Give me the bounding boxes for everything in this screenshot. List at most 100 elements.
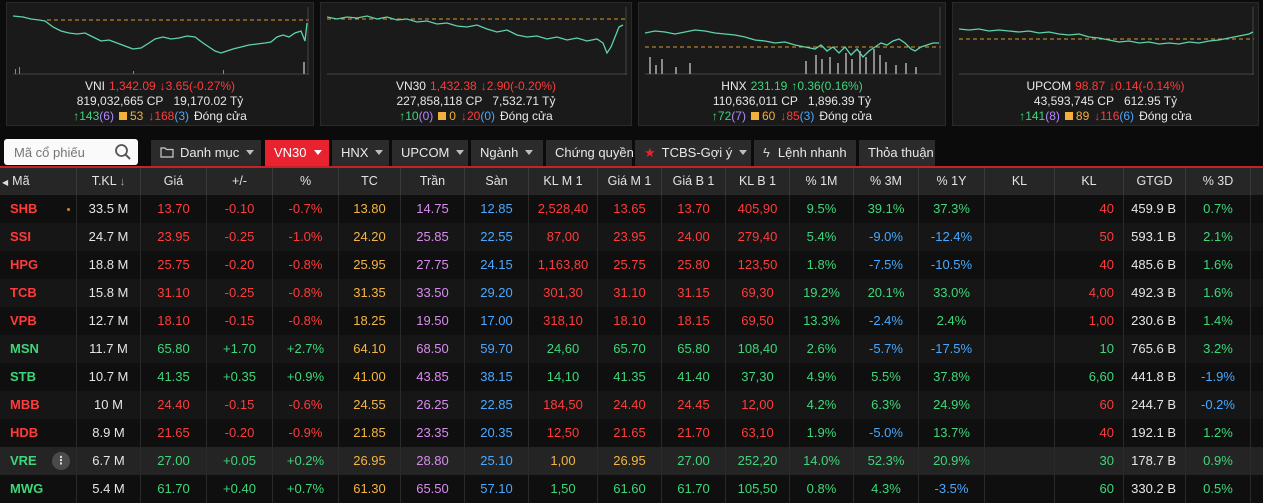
table-row[interactable]: SHB 33.5 M 13.70 -0.10 -0.7% 13.80 14.75 12.85 2…: [0, 195, 1263, 223]
index-card-vn30[interactable]: VN30 1,432.38 ↓ 2.90(-0.20%) 227,858,118 CP…: [320, 2, 632, 126]
table-row[interactable]: MBB 10 M 24.40 -0.15 -0.6% 24.55 26.25 22.85 184…: [0, 391, 1263, 419]
cell-giab1[interactable]: 25.80: [662, 251, 726, 279]
tab-nganh[interactable]: Ngành: [471, 140, 543, 166]
tab-hnx[interactable]: HNX: [332, 140, 389, 166]
column-header-kl1[interactable]: KL: [985, 168, 1055, 195]
cell-giam1[interactable]: 41.35: [598, 363, 662, 391]
cell-giam1[interactable]: 24.40: [598, 391, 662, 419]
column-header-floor[interactable]: Sàn: [465, 168, 529, 195]
column-header-chg[interactable]: +/-: [207, 168, 273, 195]
index-card-vni[interactable]: VNI 1,342.09 ↓ 3.65(-0.27%) 819,032,665 CP 1…: [6, 2, 314, 126]
cell-price[interactable]: 23.95: [141, 223, 207, 251]
cell-giam1[interactable]: 13.65: [598, 195, 662, 223]
ticker-symbol[interactable]: STB: [10, 369, 36, 384]
cell-giab1[interactable]: 27.00: [662, 447, 726, 475]
tab-upcom[interactable]: UPCOM: [392, 140, 468, 166]
table-row[interactable]: VRE ⋮ 6.7 M 27.00 +0.05 +0.2% 26.95 28.80 25.10 1…: [0, 447, 1263, 475]
search-box[interactable]: [4, 139, 138, 165]
tab-thoa-thuan[interactable]: Thỏa thuận: [859, 140, 935, 166]
cell-giam1[interactable]: 25.75: [598, 251, 662, 279]
ticker-symbol[interactable]: HDB: [10, 425, 39, 440]
ticker-symbol[interactable]: SHB: [10, 201, 38, 216]
cell-price[interactable]: 65.80: [141, 335, 207, 363]
cell-sym[interactable]: TCB: [0, 279, 77, 307]
column-header-ceil[interactable]: Trần: [401, 168, 465, 195]
column-header-gtgd[interactable]: GTGD: [1124, 168, 1186, 195]
table-row[interactable]: SSI 24.7 M 23.95 -0.25 -1.0% 24.20 25.85 22.55 8…: [0, 223, 1263, 251]
cell-giam1[interactable]: 18.10: [598, 307, 662, 335]
table-row[interactable]: MWG 5.4 M 61.70 +0.40 +0.7% 61.30 65.50 57.10 1,…: [0, 475, 1263, 503]
cell-giab1[interactable]: 24.00: [662, 223, 726, 251]
cell-price[interactable]: 61.70: [141, 475, 207, 503]
cell-giam1[interactable]: 23.95: [598, 223, 662, 251]
cell-sym[interactable]: MWG: [0, 475, 77, 503]
cell-giab1[interactable]: 41.40: [662, 363, 726, 391]
cell-giam1[interactable]: 26.95: [598, 447, 662, 475]
index-card-upcom[interactable]: UPCOM 98.87 ↓ 0.14(-0.14%) 43,593,745 CP 612…: [952, 2, 1259, 126]
ticker-symbol[interactable]: TCB: [10, 285, 37, 300]
ticker-symbol[interactable]: VRE: [10, 453, 37, 468]
column-header-sym[interactable]: ◀ Mã: [0, 168, 77, 195]
index-card-hnx[interactable]: HNX 231.19 ↑ 0.36(0.16%) 110,636,011 CP 1,89…: [638, 2, 946, 126]
column-header-p1m[interactable]: % 1M: [790, 168, 854, 195]
table-row[interactable]: MSN 11.7 M 65.80 +1.70 +2.7% 64.10 68.50 59.70 2…: [0, 335, 1263, 363]
column-header-kl2[interactable]: KL: [1055, 168, 1124, 195]
cell-price[interactable]: 27.00: [141, 447, 207, 475]
sort-desc-icon[interactable]: ↓: [116, 176, 126, 188]
cell-sym[interactable]: HDB: [0, 419, 77, 447]
cell-giam1[interactable]: 61.60: [598, 475, 662, 503]
column-header-tkl[interactable]: T.KL ↓: [77, 168, 141, 195]
cell-sym[interactable]: VPB: [0, 307, 77, 335]
column-header-pct[interactable]: %: [273, 168, 339, 195]
cell-price[interactable]: 25.75: [141, 251, 207, 279]
ticker-symbol[interactable]: MBB: [10, 397, 40, 412]
cell-sym[interactable]: SSI: [0, 223, 77, 251]
cell-giab1[interactable]: 13.70: [662, 195, 726, 223]
column-header-klb1[interactable]: KL B 1: [726, 168, 790, 195]
cell-price[interactable]: 13.70: [141, 195, 207, 223]
cell-giab1[interactable]: 21.70: [662, 419, 726, 447]
cell-price[interactable]: 41.35: [141, 363, 207, 391]
search-icon[interactable]: [114, 143, 132, 161]
cell-price[interactable]: 18.10: [141, 307, 207, 335]
ticker-symbol[interactable]: MSN: [10, 341, 39, 356]
table-row[interactable]: VPB 12.7 M 18.10 -0.15 -0.8% 18.25 19.50 17.00 3…: [0, 307, 1263, 335]
column-header-p1y[interactable]: % 1Y: [919, 168, 985, 195]
tab-tcbs-goi-y[interactable]: ★ TCBS-Gợi ý: [635, 140, 751, 166]
ticker-symbol[interactable]: MWG: [10, 481, 44, 496]
cell-sym[interactable]: HPG: [0, 251, 77, 279]
cell-price[interactable]: 31.10: [141, 279, 207, 307]
column-header-p3d[interactable]: % 3D: [1186, 168, 1251, 195]
table-row[interactable]: STB 10.7 M 41.35 +0.35 +0.9% 41.00 43.85 38.15 1…: [0, 363, 1263, 391]
column-header-ref[interactable]: TC: [339, 168, 401, 195]
cell-giab1[interactable]: 61.70: [662, 475, 726, 503]
collapse-arrow-icon[interactable]: ◀: [2, 178, 9, 187]
column-header-p3m[interactable]: % 3M: [854, 168, 919, 195]
cell-giab1[interactable]: 18.15: [662, 307, 726, 335]
table-row[interactable]: HPG 18.8 M 25.75 -0.20 -0.8% 25.95 27.75 24.15 1…: [0, 251, 1263, 279]
cell-sym[interactable]: MBB: [0, 391, 77, 419]
cell-giam1[interactable]: 21.65: [598, 419, 662, 447]
cell-price[interactable]: 21.65: [141, 419, 207, 447]
table-row[interactable]: HDB 8.9 M 21.65 -0.20 -0.9% 21.85 23.35 20.35 12…: [0, 419, 1263, 447]
cell-sym[interactable]: STB: [0, 363, 77, 391]
column-header-klm1[interactable]: KL M 1: [529, 168, 598, 195]
ticker-symbol[interactable]: VPB: [10, 313, 37, 328]
cell-giab1[interactable]: 31.15: [662, 279, 726, 307]
tab-lenh-nhanh[interactable]: ϟ Lệnh nhanh: [754, 140, 856, 166]
ticker-symbol[interactable]: HPG: [10, 257, 39, 272]
cell-sym[interactable]: MSN: [0, 335, 77, 363]
more-options-icon[interactable]: ⋮: [52, 452, 70, 470]
cell-giam1[interactable]: 65.70: [598, 335, 662, 363]
cell-giab1[interactable]: 65.80: [662, 335, 726, 363]
cell-giam1[interactable]: 31.10: [598, 279, 662, 307]
column-header-giam1[interactable]: Giá M 1: [598, 168, 662, 195]
cell-sym[interactable]: VRE ⋮: [0, 447, 77, 475]
cell-sym[interactable]: SHB: [0, 195, 77, 223]
column-header-price[interactable]: Giá: [141, 168, 207, 195]
search-input[interactable]: [12, 144, 116, 161]
cell-price[interactable]: 24.40: [141, 391, 207, 419]
tab-danh-muc[interactable]: Danh mục: [151, 140, 261, 166]
column-header-giab1[interactable]: Giá B 1: [662, 168, 726, 195]
tab-vn30[interactable]: VN30: [265, 140, 329, 166]
